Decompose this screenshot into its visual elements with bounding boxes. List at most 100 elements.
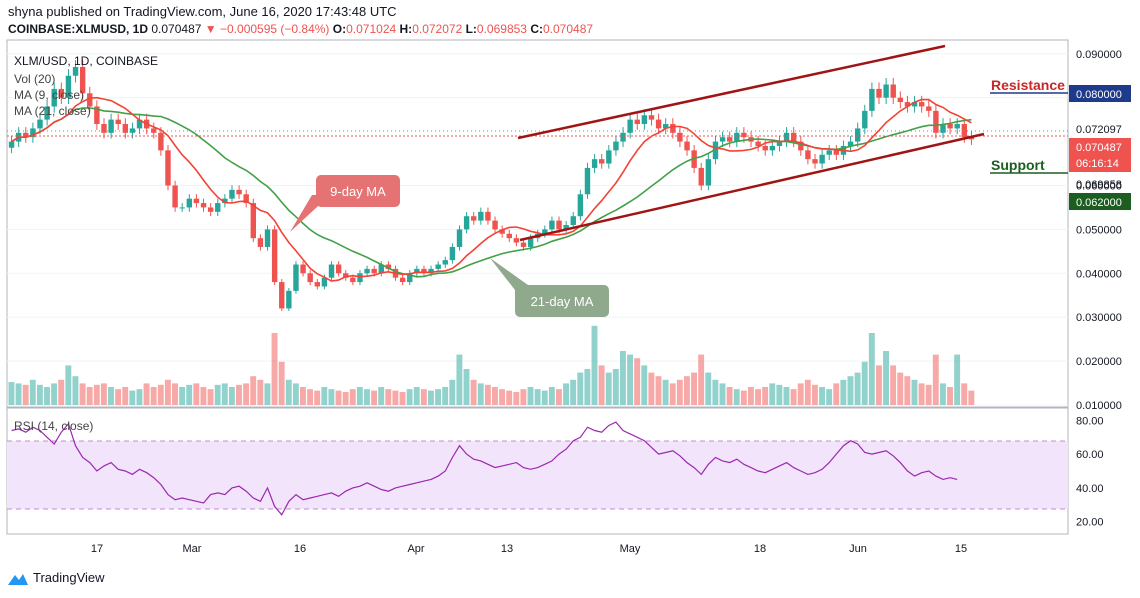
- candle: [229, 189, 235, 199]
- tradingview-logo-icon: [8, 573, 28, 585]
- candle: [65, 75, 72, 98]
- volume-bar: [939, 383, 946, 405]
- last-price-badge: [1069, 138, 1131, 172]
- high-value: 0.072072: [412, 22, 463, 36]
- volume-bar: [371, 390, 378, 405]
- volume-bar: [627, 354, 634, 405]
- volume-bar: [93, 384, 100, 405]
- candle: [783, 132, 790, 142]
- volume-bar: [875, 365, 882, 405]
- rsi-tick-label: 40.00: [1076, 483, 1104, 495]
- volume-bar: [484, 384, 491, 405]
- volume-bar: [619, 351, 626, 405]
- volume-bar: [947, 387, 953, 405]
- candles: [8, 60, 975, 311]
- volume-bar: [356, 387, 363, 405]
- candle: [442, 260, 448, 265]
- candle: [613, 141, 619, 151]
- candle: [663, 124, 669, 129]
- time-tick-label: 13: [501, 543, 513, 555]
- volume-bar: [598, 365, 605, 405]
- volume-bar: [563, 383, 570, 405]
- candle: [705, 159, 712, 186]
- volume-bar: [698, 354, 705, 405]
- high-label: H:: [399, 22, 413, 36]
- candle: [577, 194, 584, 217]
- time-axis[interactable]: 17 Mar 16 Apr 13 May 18 Jun 15: [91, 543, 967, 555]
- volume-bar: [726, 387, 733, 405]
- last-price-text: 0.070487: [1076, 142, 1122, 154]
- volume-bar: [157, 384, 164, 405]
- volume-bar: [29, 379, 36, 405]
- volume-bar: [129, 390, 136, 405]
- volume-bar: [669, 383, 676, 405]
- volume-bar: [854, 372, 861, 405]
- candle: [819, 154, 825, 164]
- grid: [7, 53, 1068, 406]
- candle: [904, 102, 911, 107]
- volume-bar: [499, 389, 506, 405]
- candle: [37, 119, 43, 129]
- volume-bar: [143, 383, 150, 405]
- candle: [129, 128, 136, 133]
- candle: [506, 233, 512, 239]
- close-value: 0.070487: [543, 22, 594, 36]
- time-tick-label: May: [620, 543, 641, 555]
- price-pane[interactable]: [6, 39, 1069, 408]
- time-tick-label: 17: [91, 543, 103, 555]
- tradingview-brand[interactable]: TradingView: [8, 570, 105, 585]
- volume-bar: [477, 383, 484, 405]
- channel-lower-line: [519, 132, 985, 242]
- low-price-text: 0.069858: [1076, 179, 1122, 191]
- down-arrow-icon: ▼: [204, 22, 217, 36]
- candle: [215, 203, 221, 212]
- volume-bar: [164, 379, 171, 405]
- volume-bar: [747, 387, 754, 405]
- candle: [456, 229, 463, 247]
- candle: [620, 132, 626, 142]
- candle: [321, 277, 328, 287]
- volume-bar: [420, 389, 427, 405]
- volume-bar: [548, 387, 555, 405]
- candle: [926, 106, 932, 111]
- volume-bar: [719, 383, 726, 405]
- channel-upper-line: [517, 44, 946, 140]
- volume-bar: [648, 372, 655, 405]
- candle: [257, 238, 264, 247]
- rsi-axis[interactable]: 80.00 60.00 40.00 20.00: [1076, 415, 1104, 528]
- volume-bar: [783, 387, 790, 405]
- volume-bar: [172, 383, 178, 405]
- candle: [449, 246, 456, 261]
- volume-bar: [776, 384, 783, 405]
- volume-bar: [740, 390, 747, 405]
- candle: [670, 124, 676, 133]
- volume-bar: [221, 383, 228, 405]
- high-price-text: 0.072097: [1076, 124, 1122, 136]
- low-value: 0.069853: [476, 22, 527, 36]
- volume-bar: [406, 389, 413, 405]
- volume-bar: [897, 372, 904, 405]
- candle: [207, 207, 214, 212]
- ma21-callout-pointer: [490, 258, 535, 290]
- volume-bar: [22, 384, 29, 405]
- candle: [122, 124, 129, 133]
- volume-bar: [86, 387, 93, 405]
- rsi-tick-label: 20.00: [1076, 517, 1104, 529]
- ma21-callout-text: 21-day MA: [531, 294, 594, 309]
- volume-bar: [769, 383, 776, 405]
- candle: [883, 84, 889, 98]
- volume-bar: [804, 379, 811, 405]
- candle: [570, 216, 576, 225]
- volume-bar: [826, 389, 833, 405]
- brand-text: TradingView: [33, 570, 105, 585]
- candle: [463, 216, 470, 230]
- price-axis[interactable]: 0.090000 0.060000 0.050000 0.040000 0.030000…: [1076, 49, 1122, 412]
- volume-bar: [733, 389, 740, 405]
- time-tick-label: 15: [955, 543, 967, 555]
- volume-bar: [328, 389, 335, 405]
- volume-bar: [705, 372, 712, 405]
- candle: [136, 119, 143, 129]
- volume-bar: [527, 387, 534, 405]
- candle: [726, 137, 733, 142]
